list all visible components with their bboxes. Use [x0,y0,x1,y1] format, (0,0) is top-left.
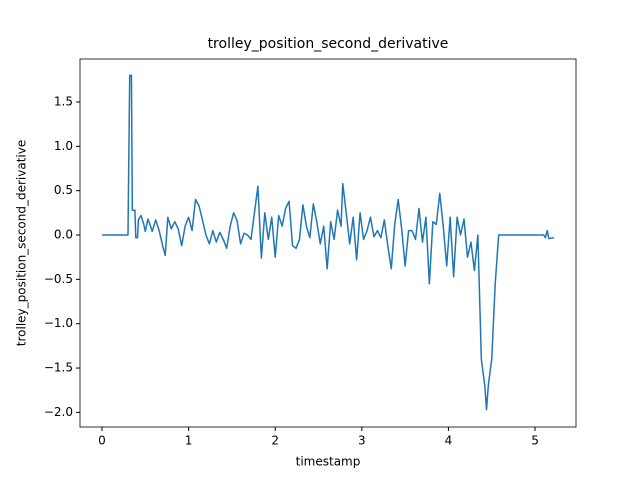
y-tick-label: −2.0 [44,405,73,419]
data-line [102,74,555,411]
y-tick-label: 1.5 [54,95,73,109]
y-tick-label: −1.5 [44,361,73,375]
chart-title: trolley_position_second_derivative [208,36,449,52]
x-tick-label: 1 [185,434,193,448]
x-tick-label: 2 [271,434,279,448]
y-tick-label: −0.5 [44,272,73,286]
x-tick-label: 4 [445,434,453,448]
y-tick-label: 0.0 [54,228,73,242]
y-tick-label: 0.5 [54,183,73,197]
x-axis-label: timestamp [296,455,361,469]
y-tick-label: 1.0 [54,139,73,153]
y-tick-label: −1.0 [44,316,73,330]
x-tick-label: 0 [98,434,106,448]
x-tick-label: 5 [531,434,539,448]
plot-frame [79,58,577,428]
x-tick-label: 3 [358,434,366,448]
y-axis-label: trolley_position_second_derivative [15,140,29,346]
